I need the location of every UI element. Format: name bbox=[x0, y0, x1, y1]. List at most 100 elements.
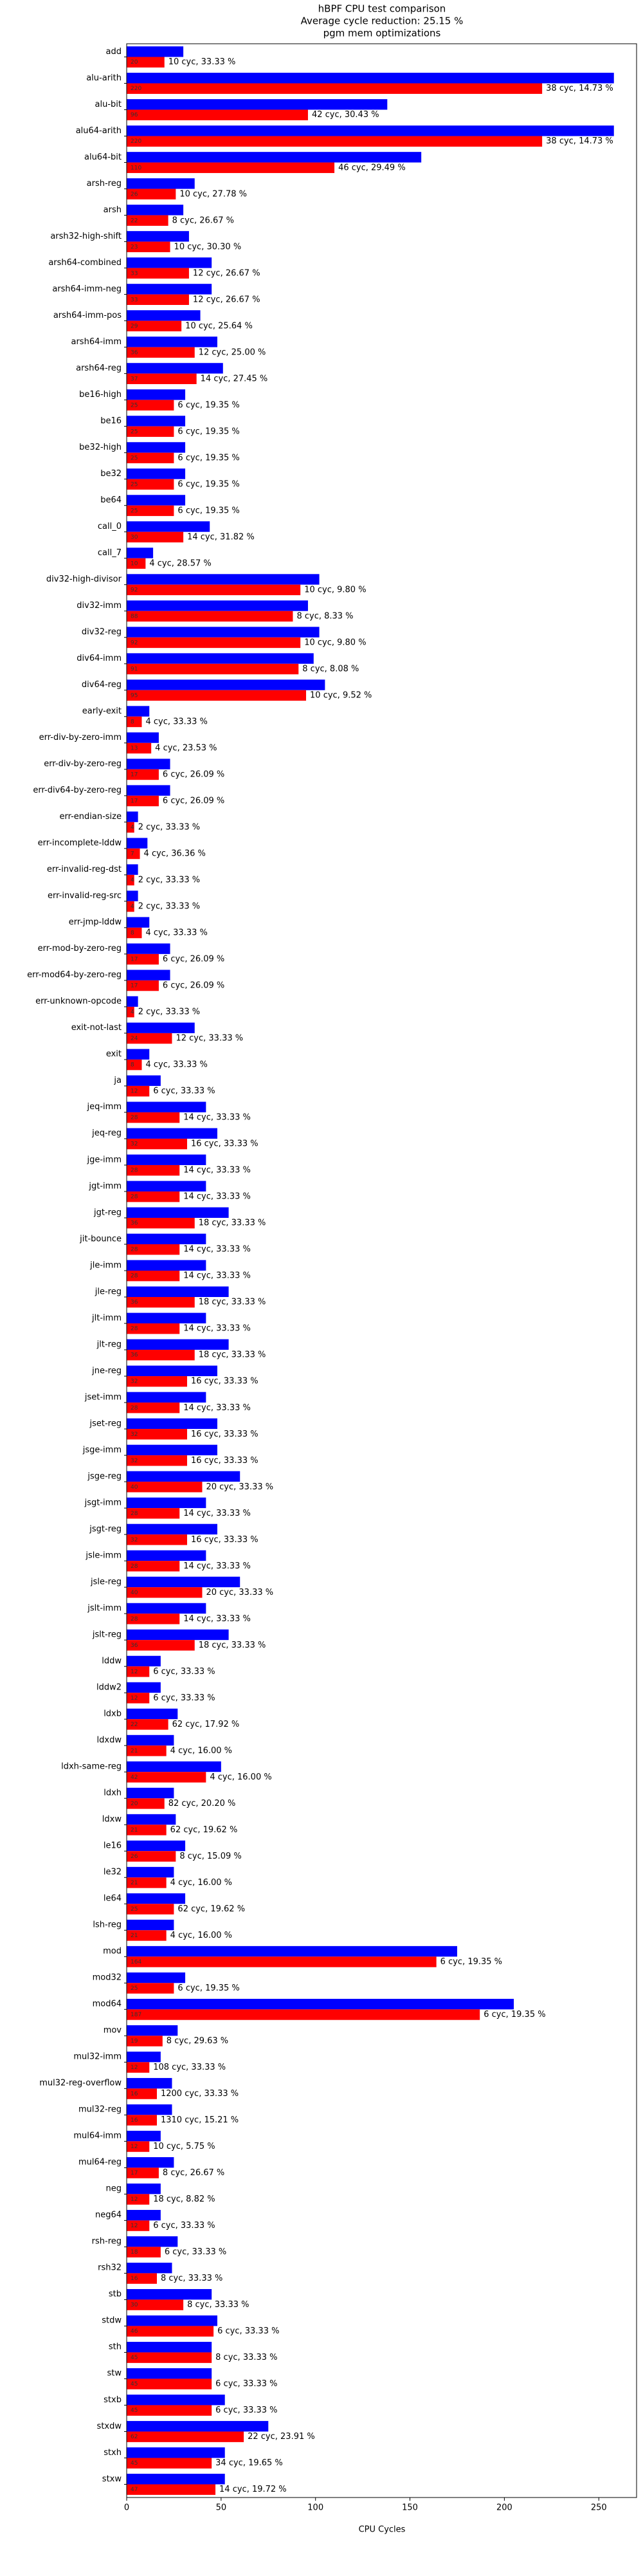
bar bbox=[127, 2036, 163, 2047]
y-tick-label: arsh64-imm-neg bbox=[52, 284, 122, 294]
y-tick-label: le64 bbox=[104, 1894, 122, 1904]
bar-annotation: 16 cyc, 33.33 % bbox=[191, 1535, 258, 1545]
bar-value-label: 33 bbox=[131, 297, 138, 303]
y-tick-label: alu-bit bbox=[95, 100, 122, 109]
bar-value-label: 28 bbox=[131, 1326, 138, 1332]
bar-annotation: 46 cyc, 29.49 % bbox=[338, 163, 406, 172]
bar bbox=[127, 742, 152, 754]
bar bbox=[127, 57, 165, 68]
bar bbox=[127, 125, 614, 136]
bar bbox=[127, 389, 186, 400]
bar bbox=[127, 1576, 240, 1588]
y-tick-label: div64-reg bbox=[82, 680, 122, 690]
bar bbox=[127, 2157, 174, 2168]
bar bbox=[127, 1059, 142, 1071]
bar bbox=[127, 373, 197, 385]
y-tick-label: ldxh bbox=[104, 1789, 122, 1798]
bar-value-label: 17 bbox=[131, 771, 138, 778]
bar bbox=[127, 2247, 161, 2258]
bar-value-label: 22 bbox=[131, 217, 138, 224]
bar-annotation: 6 cyc, 33.33 % bbox=[165, 2247, 226, 2257]
bar-value-label: 36 bbox=[131, 1352, 138, 1359]
y-tick-label: stxh bbox=[104, 2448, 122, 2458]
y-tick-label: jset-imm bbox=[84, 1392, 122, 1402]
bar-annotation: 8 cyc, 8.08 % bbox=[302, 664, 359, 674]
bar-value-label: 24 bbox=[131, 1036, 138, 1042]
bar bbox=[127, 1787, 174, 1799]
bar-annotation: 4 cyc, 16.00 % bbox=[210, 1772, 271, 1782]
bar bbox=[127, 706, 150, 717]
x-tick-label: 50 bbox=[216, 2503, 227, 2513]
bar bbox=[127, 2395, 225, 2406]
y-tick-label: jle-imm bbox=[89, 1260, 122, 1270]
y-tick-label: mul32-reg-overflow bbox=[39, 2079, 122, 2088]
bar bbox=[127, 1006, 134, 1018]
y-tick-label: be32-high bbox=[79, 443, 122, 452]
bar-annotation: 6 cyc, 19.35 % bbox=[177, 427, 239, 436]
bar bbox=[127, 189, 176, 199]
bar bbox=[127, 1392, 206, 1403]
bar bbox=[127, 2236, 178, 2247]
y-tick-label: alu64-bit bbox=[84, 152, 122, 162]
bar-annotation: 6 cyc, 26.09 % bbox=[163, 796, 224, 806]
y-tick-label: arsh64-imm bbox=[71, 337, 122, 347]
bar bbox=[127, 2474, 225, 2485]
y-tick-label: lddw bbox=[102, 1656, 122, 1666]
bar bbox=[127, 531, 184, 543]
bar bbox=[127, 716, 142, 728]
y-tick-label: stw bbox=[107, 2369, 122, 2378]
bar-value-label: 33 bbox=[131, 270, 138, 277]
y-tick-label: div32-imm bbox=[77, 601, 122, 611]
bar bbox=[127, 1682, 161, 1693]
bar-value-label: 29 bbox=[131, 323, 138, 329]
bar bbox=[127, 479, 174, 490]
bar bbox=[127, 1655, 161, 1667]
bar bbox=[127, 1244, 180, 1255]
bar-annotation: 6 cyc, 33.33 % bbox=[153, 1693, 215, 1703]
bar-value-label: 25 bbox=[131, 481, 138, 488]
bar bbox=[127, 109, 308, 120]
y-tick-label: jle-reg bbox=[95, 1287, 122, 1296]
y-tick-label: div32-reg bbox=[82, 627, 122, 637]
y-tick-label: alu-arith bbox=[86, 73, 122, 83]
bar-annotation: 10 cyc, 30.30 % bbox=[174, 242, 242, 252]
bar bbox=[127, 838, 148, 849]
bar-value-label: 62 bbox=[131, 2434, 138, 2440]
bar-annotation: 8 cyc, 33.33 % bbox=[187, 2300, 249, 2310]
bar bbox=[127, 1138, 187, 1150]
bar-annotation: 6 cyc, 19.35 % bbox=[177, 400, 239, 410]
bar bbox=[127, 1191, 180, 1202]
bar bbox=[127, 215, 168, 226]
bar bbox=[127, 1761, 221, 1772]
bar bbox=[127, 795, 159, 807]
bar-value-label: 4 bbox=[131, 878, 134, 884]
bar-value-label: 96 bbox=[131, 112, 138, 118]
bar-annotation: 14 cyc, 33.33 % bbox=[183, 1509, 251, 1518]
bar bbox=[127, 1429, 187, 1440]
bar bbox=[127, 1587, 203, 1598]
bar-annotation: 10 cyc, 9.80 % bbox=[304, 638, 366, 647]
bar bbox=[127, 970, 170, 980]
bar bbox=[127, 1339, 229, 1350]
bar-annotation: 4 cyc, 28.57 % bbox=[149, 558, 211, 568]
y-tick-label: be16-high bbox=[79, 390, 122, 400]
bar bbox=[127, 600, 308, 611]
bar-value-label: 92 bbox=[131, 587, 138, 593]
bar bbox=[127, 1033, 172, 1044]
y-tick-label: jsle-reg bbox=[90, 1577, 122, 1587]
bar-annotation: 12 cyc, 25.00 % bbox=[199, 347, 266, 357]
bar bbox=[127, 1946, 457, 1957]
bar-annotation: 6 cyc, 33.33 % bbox=[217, 2326, 279, 2336]
bar-annotation: 18 cyc, 8.82 % bbox=[153, 2194, 215, 2204]
bar bbox=[127, 1629, 229, 1641]
bar-value-label: 28 bbox=[131, 1563, 138, 1570]
bar bbox=[127, 505, 174, 517]
bar-value-label: 110 bbox=[131, 165, 141, 171]
bar bbox=[127, 2115, 157, 2126]
bar bbox=[127, 637, 301, 649]
bar-annotation: 20 cyc, 33.33 % bbox=[206, 1482, 273, 1492]
bar-value-label: 17 bbox=[131, 2170, 138, 2176]
bar bbox=[127, 2326, 214, 2337]
bar-annotation: 8 cyc, 15.09 % bbox=[179, 1852, 241, 1861]
bar bbox=[127, 2289, 212, 2300]
